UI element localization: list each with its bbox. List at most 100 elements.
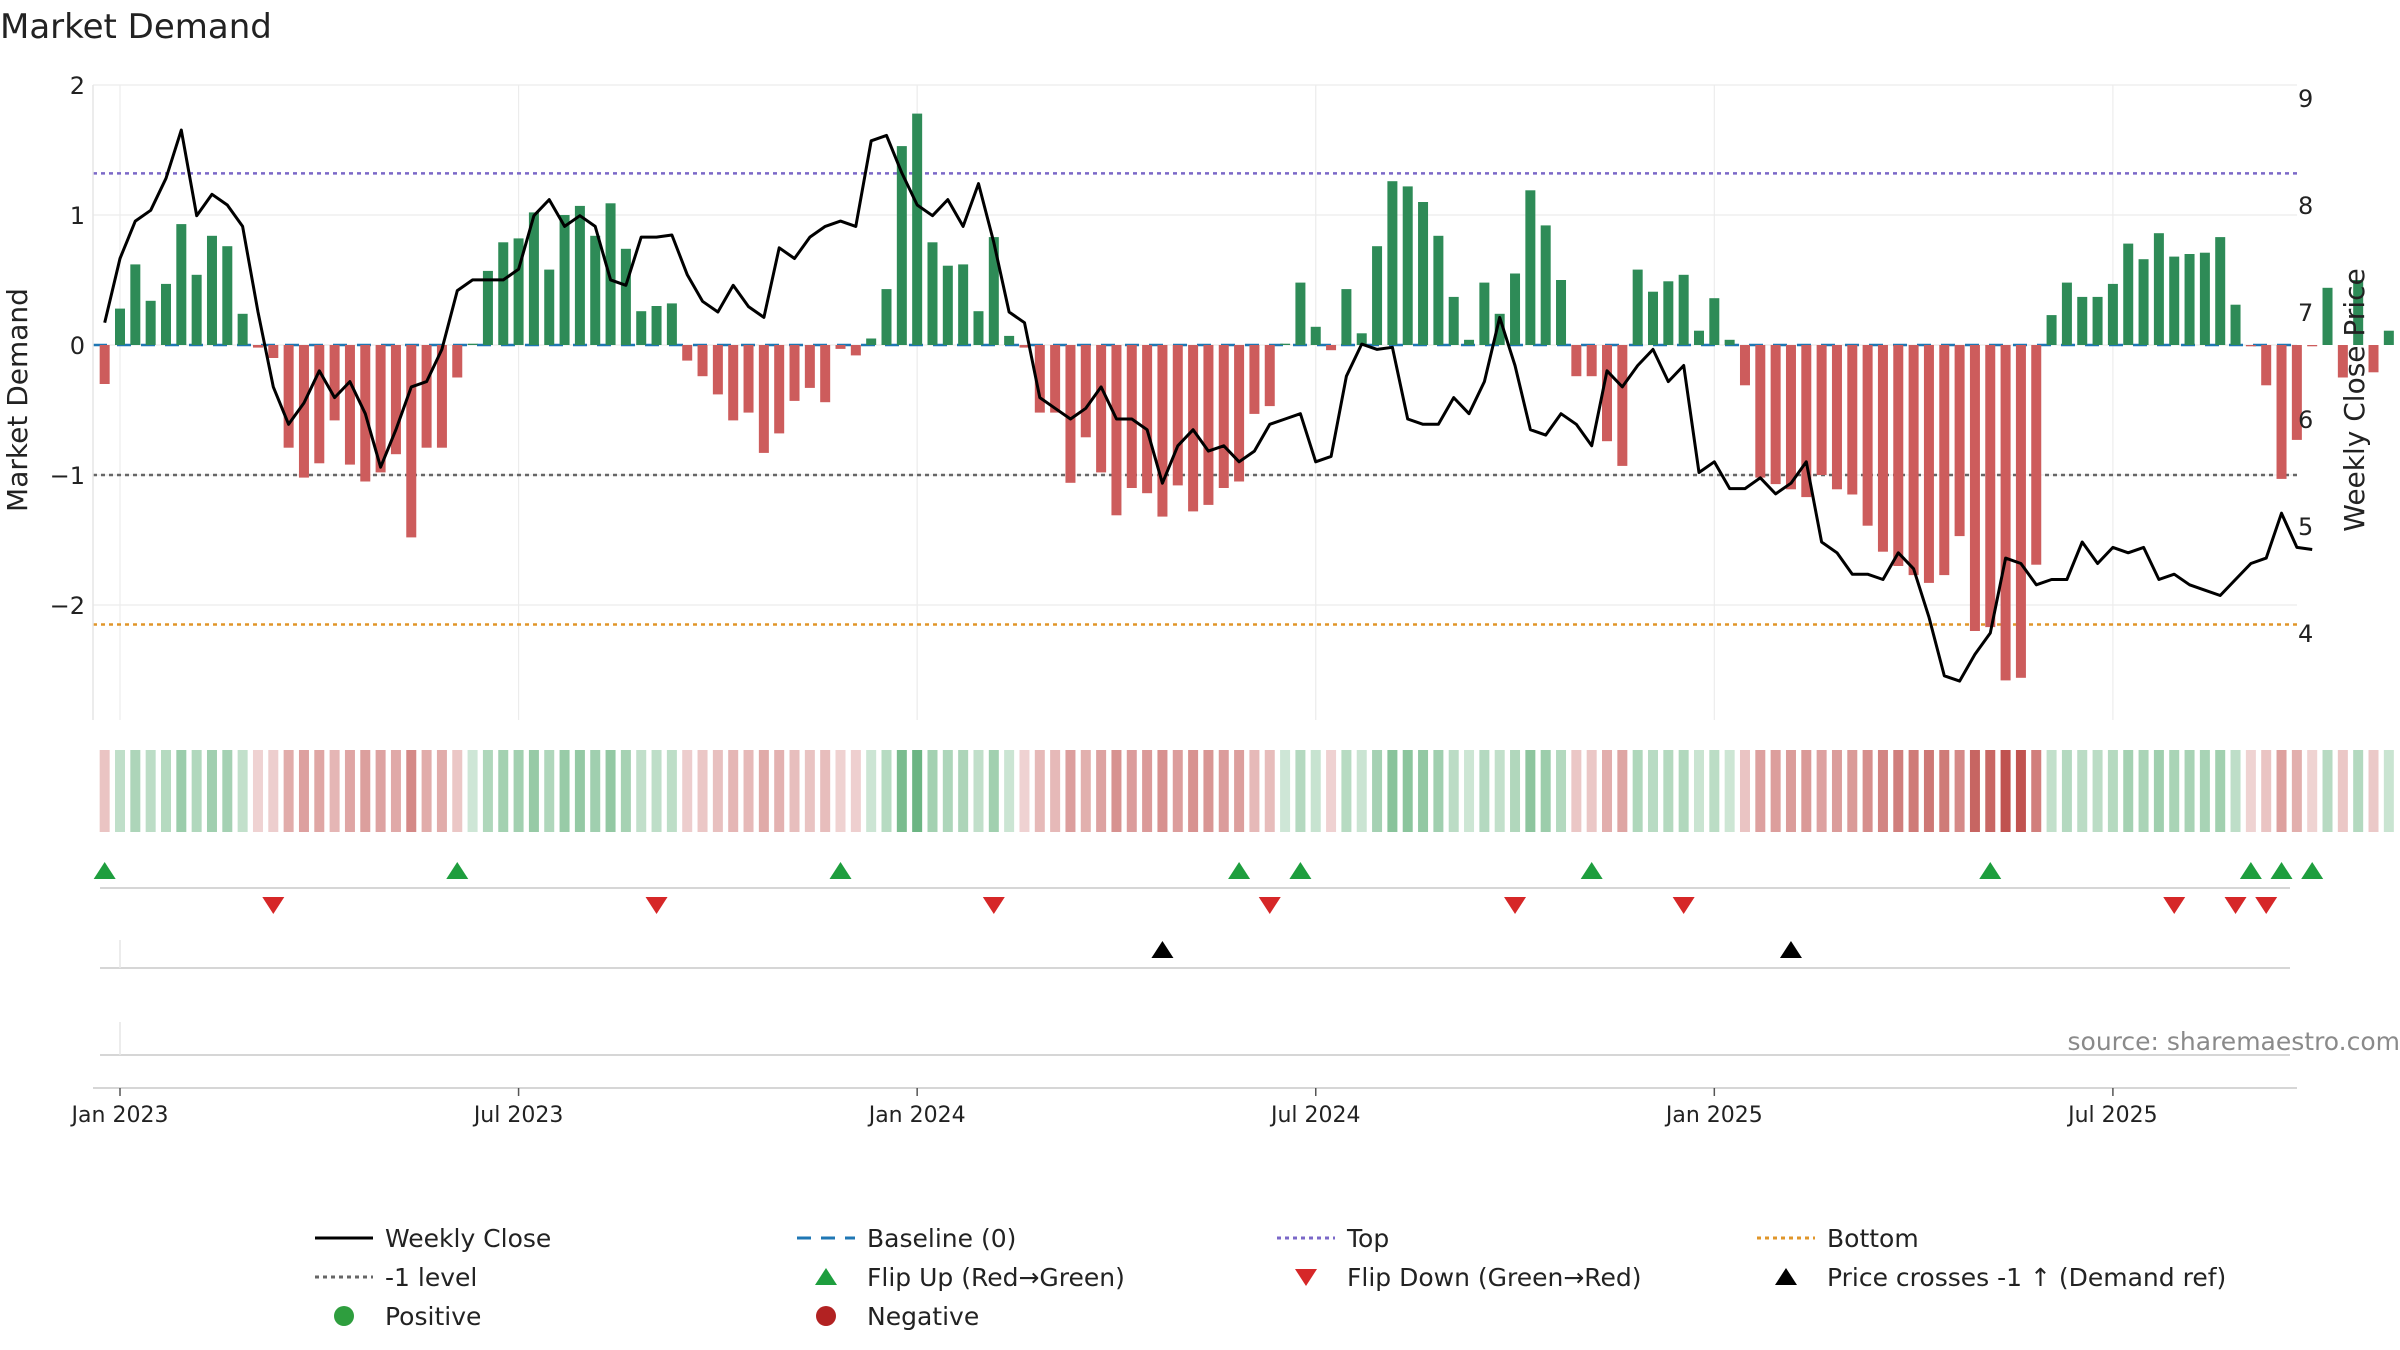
- heat-cell: [1540, 750, 1551, 832]
- positive-bar: [1004, 335, 1015, 345]
- negative-bar: [1065, 345, 1076, 483]
- heat-cell: [1678, 750, 1689, 832]
- flip-up-marker: [93, 862, 116, 879]
- negative-bar: [2276, 345, 2287, 479]
- x-tick-label: Jul 2024: [1269, 1103, 1361, 1128]
- negative-bar: [1923, 345, 1934, 583]
- heat-cell: [1494, 750, 1505, 832]
- heat-cell: [1724, 750, 1735, 832]
- heat-cell: [2061, 750, 2072, 832]
- y-tick-label-left: 0: [70, 332, 85, 360]
- heat-cell: [728, 750, 739, 832]
- positive-bar: [1310, 326, 1321, 345]
- demand-heat-strip: [99, 750, 2394, 832]
- heat-cell: [2215, 750, 2226, 832]
- negative-bar: [774, 345, 785, 434]
- positive-bar: [528, 212, 539, 345]
- legend-label: -1 level: [385, 1263, 477, 1292]
- heat-cell: [590, 750, 601, 832]
- heat-cell: [191, 750, 202, 832]
- negative-bar: [1218, 345, 1229, 488]
- y-tick-label-right: 4: [2298, 620, 2313, 648]
- heat-cell: [958, 750, 969, 832]
- flip-markers-panel: [93, 862, 2324, 914]
- positive-bar: [544, 269, 555, 345]
- heat-cell: [1985, 750, 1996, 832]
- y-axis-label-right: Weekly Close Price: [2338, 268, 2371, 531]
- heat-cell: [1372, 750, 1383, 832]
- heat-cell: [605, 750, 616, 832]
- heat-cell: [2230, 750, 2241, 832]
- y-tick-label-left: 2: [70, 72, 85, 100]
- positive-bar: [145, 300, 156, 345]
- legend-label: Flip Up (Red→Green): [867, 1263, 1125, 1292]
- x-tick-label: Jan 2023: [70, 1103, 169, 1128]
- x-axis: Jan 2023 Jul 2023 Jan 2024 Jul 2024 Jan 2025…: [70, 1088, 2158, 1128]
- heat-cell: [988, 750, 999, 832]
- positive-bar: [1372, 246, 1383, 345]
- legend-label: Positive: [385, 1302, 481, 1331]
- positive-bar: [1663, 281, 1674, 345]
- negative-bar: [406, 345, 417, 538]
- heat-cell: [1387, 750, 1398, 832]
- flip-up-marker: [1580, 862, 1603, 879]
- positive-bar: [222, 246, 233, 345]
- negative-bar: [1831, 345, 1842, 490]
- heat-cell: [2322, 750, 2333, 832]
- heat-cell: [1816, 750, 1827, 832]
- positive-bar: [666, 303, 677, 345]
- heat-cell: [1939, 750, 1950, 832]
- heat-cell: [1954, 750, 1965, 832]
- flip-down-marker: [2224, 897, 2247, 914]
- heat-cell: [942, 750, 953, 832]
- heat-cell: [1770, 750, 1781, 832]
- heat-cell: [1648, 750, 1658, 832]
- y-tick-label-right: 5: [2298, 513, 2313, 541]
- negative-bar: [1847, 345, 1858, 495]
- positive-bar: [2092, 296, 2103, 345]
- flip-up-marker: [2270, 862, 2293, 879]
- flip-up-marker: [1228, 862, 1251, 879]
- heat-cell: [268, 750, 279, 832]
- demand-bars: [99, 113, 2394, 681]
- heat-cell: [1877, 750, 1888, 832]
- flip-up-marker: [1979, 862, 2002, 879]
- heat-cell: [1402, 750, 1413, 832]
- heat-cell: [1617, 750, 1628, 832]
- negative-bar: [1862, 345, 1873, 526]
- negative-bar: [804, 345, 815, 388]
- positive-bar: [1448, 296, 1459, 345]
- heat-cell: [1249, 750, 1260, 832]
- heat-cell: [222, 750, 233, 832]
- heat-cell: [2000, 750, 2011, 832]
- heat-cell: [436, 750, 447, 832]
- heat-cell: [206, 750, 217, 832]
- positive-bar: [2077, 296, 2088, 345]
- heat-cell: [498, 750, 509, 832]
- heat-cell: [2153, 750, 2164, 832]
- heat-cell: [866, 750, 877, 832]
- negative-bar: [390, 345, 401, 455]
- heat-cell: [1188, 750, 1199, 832]
- heat-cell: [1433, 750, 1444, 832]
- heat-cell: [1065, 750, 1076, 832]
- heat-cell: [528, 750, 539, 832]
- positive-bar: [2215, 237, 2226, 345]
- positive-bar: [2138, 259, 2149, 345]
- y-tick-label-right: 6: [2298, 406, 2313, 434]
- heat-cell: [1080, 750, 1091, 832]
- weekly-close-line: [103, 128, 2313, 683]
- flip-up-marker: [446, 862, 469, 879]
- heat-cell: [2199, 750, 2210, 832]
- negative-bar: [1908, 345, 1919, 576]
- negative-bar: [452, 345, 463, 378]
- lower-panel: [93, 1022, 2297, 1089]
- positive-bar: [1341, 289, 1352, 345]
- heat-cell: [1862, 750, 1873, 832]
- flip-down-marker: [2255, 897, 2278, 914]
- positive-bar: [958, 264, 969, 345]
- negative-bar: [850, 345, 861, 356]
- positive-bar: [2169, 256, 2180, 345]
- positive-bar: [1510, 273, 1521, 345]
